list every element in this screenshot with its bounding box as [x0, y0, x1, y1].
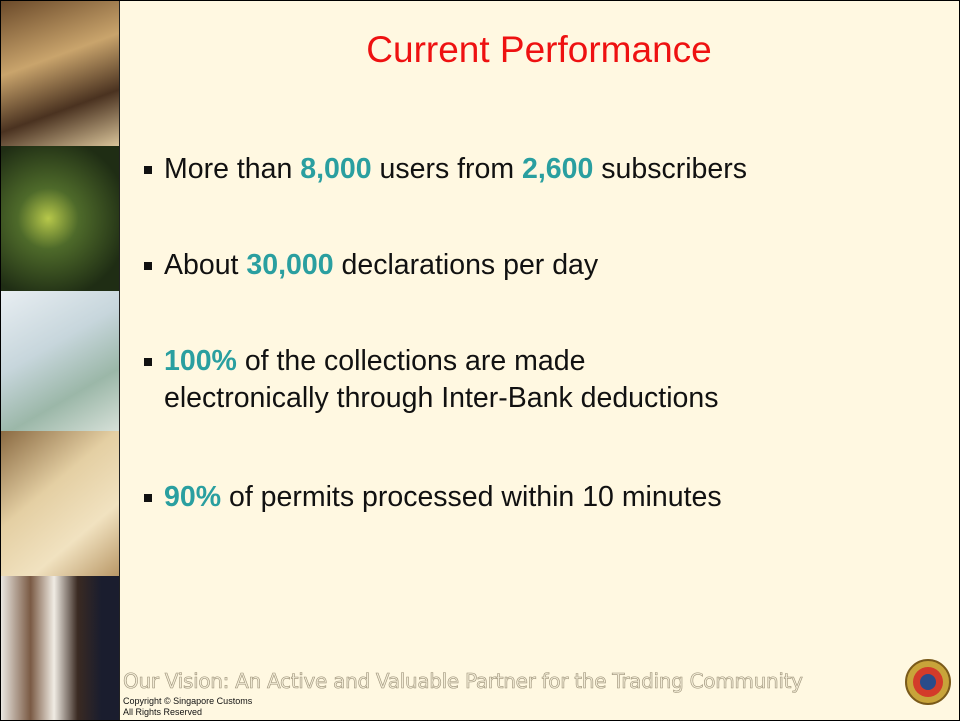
vision-footer: Our Vision: An Active and Valuable Partn…: [123, 669, 803, 693]
bullet-line: About 30,000 declarations per day: [164, 247, 598, 284]
bullet-text: users from: [372, 153, 522, 185]
rights: All Rights Reserved: [123, 707, 202, 717]
bullet-text: About: [164, 249, 246, 281]
emphasis-text: 8,000: [300, 153, 371, 185]
slide: Current Performance More than 8,000 user…: [0, 0, 960, 721]
bullet-text: of permits processed within 10 minutes: [221, 481, 722, 513]
bullet-text: of the collections are made: [237, 345, 586, 377]
crest: [903, 657, 953, 707]
people-photo: [1, 576, 119, 720]
emphasis-text: 90%: [164, 481, 221, 513]
bullet-line: 100% of the collections are made: [164, 343, 718, 380]
bullet: 90% of permits processed within 10 minut…: [144, 479, 722, 516]
photo-strip: [1, 1, 120, 720]
bullet-text: More than: [164, 153, 300, 185]
website-photo: [1, 291, 119, 431]
bullet-line: 90% of permits processed within 10 minut…: [164, 479, 722, 516]
emphasis-text: 100%: [164, 345, 237, 377]
bullet: About 30,000 declarations per day: [144, 247, 598, 284]
bullet-text: declarations per day: [334, 249, 599, 281]
emphasis-text: 30,000: [246, 249, 333, 281]
bullet-text: subscribers: [593, 153, 747, 185]
document-photo: [1, 431, 119, 576]
warehouse-photo: [1, 1, 119, 146]
emphasis-text: 2,600: [522, 153, 593, 185]
copyright: Copyright © Singapore Customs: [123, 696, 252, 706]
bullet-line: More than 8,000 users from 2,600 subscri…: [164, 151, 747, 188]
slide-title: Current Performance: [119, 29, 959, 71]
bullet-text: electronically through Inter-Bank deduct…: [164, 382, 718, 414]
bullet: More than 8,000 users from 2,600 subscri…: [144, 151, 747, 188]
display-photo: [1, 146, 119, 291]
bullet-line: electronically through Inter-Bank deduct…: [164, 380, 718, 417]
